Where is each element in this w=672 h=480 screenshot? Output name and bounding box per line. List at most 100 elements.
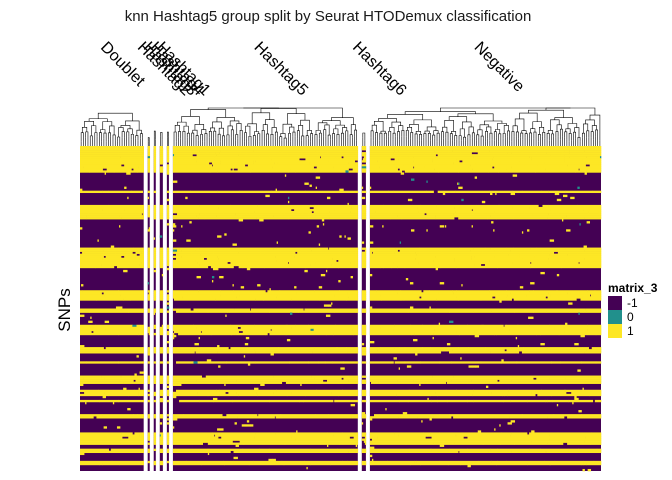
heatmap-cell-run bbox=[107, 211, 136, 214]
dendrogram-branch bbox=[350, 124, 356, 135]
heatmap-cell-run bbox=[265, 259, 277, 263]
heatmap-cell-run bbox=[586, 156, 601, 159]
heatmap-cell-run bbox=[166, 377, 170, 380]
heatmap-cell-run bbox=[262, 217, 289, 220]
heatmap-cell-run bbox=[361, 215, 366, 218]
heatmap-cell-run bbox=[208, 381, 245, 384]
heatmap-cell-run bbox=[387, 460, 415, 464]
heatmap-cell-run bbox=[467, 448, 491, 451]
heatmap-cell-run bbox=[125, 377, 132, 380]
heatmap-cell-run bbox=[495, 416, 510, 419]
heatmap-cell-run bbox=[153, 349, 157, 352]
heatmap-cell-run bbox=[288, 208, 292, 212]
heatmap-cell-run bbox=[486, 217, 497, 220]
heatmap-cell-run bbox=[317, 328, 353, 332]
heatmap-cell-run bbox=[523, 211, 559, 214]
heatmap-cell-run bbox=[485, 385, 489, 389]
heatmap-cell-run bbox=[337, 206, 352, 210]
heatmap-cell-run bbox=[147, 215, 151, 218]
heatmap-cell-run bbox=[302, 253, 341, 256]
heatmap-cell-run bbox=[444, 160, 457, 163]
heatmap-cell-run bbox=[369, 442, 407, 445]
heatmap-cell-run bbox=[511, 450, 523, 454]
heatmap-cell-run bbox=[159, 235, 163, 238]
heatmap-cell-run bbox=[120, 294, 144, 297]
heatmap-cell-run bbox=[534, 328, 556, 332]
heatmap-cell-run bbox=[183, 351, 190, 354]
heatmap-cell-run bbox=[348, 450, 359, 454]
heatmap-cell-run bbox=[410, 332, 415, 336]
heatmap-cell-run bbox=[172, 239, 177, 242]
heatmap-cell-run bbox=[595, 292, 602, 295]
heatmap-cell-run bbox=[436, 204, 478, 208]
heatmap-cell-run bbox=[290, 312, 293, 315]
heatmap-cell-run bbox=[131, 164, 144, 167]
heatmap-cell-run bbox=[511, 166, 541, 169]
heatmap-cell-run bbox=[467, 324, 483, 328]
heatmap-cell-run bbox=[147, 328, 151, 332]
heatmap-cell-run bbox=[576, 148, 602, 151]
heatmap-cell-run bbox=[183, 158, 204, 161]
heatmap-cell-run bbox=[471, 255, 475, 259]
heatmap-cell-run bbox=[166, 349, 170, 352]
dendrogram-branch bbox=[520, 132, 524, 140]
heatmap-cell-run bbox=[582, 468, 585, 472]
dendrogram-branch bbox=[301, 135, 305, 141]
heatmap-cell-run bbox=[172, 349, 175, 352]
heatmap-cell-run bbox=[147, 166, 151, 169]
dendrogram-branch bbox=[99, 132, 102, 142]
heatmap-cell-run bbox=[540, 166, 544, 169]
heatmap-cell-run bbox=[261, 215, 274, 218]
heatmap-cell-run bbox=[508, 389, 542, 393]
heatmap-cell-run bbox=[569, 150, 585, 153]
heatmap-cell-run bbox=[153, 247, 157, 250]
heatmap-cell-run bbox=[506, 247, 514, 250]
heatmap-cell-run bbox=[326, 432, 343, 435]
heatmap-cell-run bbox=[212, 164, 246, 167]
heatmap-cell-run bbox=[153, 377, 157, 380]
heatmap-cell-run bbox=[299, 263, 311, 267]
heatmap-cell-run bbox=[80, 294, 105, 297]
heatmap-cell-run bbox=[576, 450, 596, 454]
heatmap-cell-run bbox=[89, 310, 129, 313]
heatmap-cell-run bbox=[235, 456, 238, 460]
heatmap-cell-run bbox=[383, 265, 392, 269]
heatmap-cell-run bbox=[305, 190, 339, 194]
heatmap-cell-run bbox=[118, 306, 123, 309]
heatmap-cell-run bbox=[369, 379, 398, 382]
heatmap-cell-run bbox=[245, 208, 260, 212]
heatmap-cell-run bbox=[159, 154, 164, 157]
heatmap-cell-run bbox=[475, 158, 493, 161]
heatmap-cell-run bbox=[361, 263, 367, 267]
heatmap-cell-run bbox=[391, 265, 398, 269]
heatmap-cell-run bbox=[80, 259, 120, 263]
heatmap-cell-run bbox=[206, 208, 245, 212]
heatmap-cell-run bbox=[459, 206, 464, 210]
dendrogram-branch bbox=[265, 119, 275, 128]
heatmap-cell-run bbox=[80, 314, 85, 317]
heatmap-cell-run bbox=[361, 349, 367, 352]
heatmap-cell-run bbox=[507, 422, 512, 425]
heatmap-cell-run bbox=[166, 208, 170, 212]
dendrogram-branch bbox=[178, 131, 181, 139]
heatmap-cell-run bbox=[212, 397, 218, 401]
heatmap-cell-run bbox=[153, 324, 157, 328]
heatmap-cell-run bbox=[93, 168, 103, 171]
heatmap-cell-run bbox=[488, 349, 505, 352]
heatmap-cell-run bbox=[153, 255, 157, 259]
heatmap-cell-run bbox=[420, 204, 437, 208]
heatmap-cell-run bbox=[257, 393, 288, 397]
heatmap-cell-run bbox=[468, 166, 493, 169]
heatmap-cell-run bbox=[502, 328, 510, 332]
dendrogram-branch bbox=[305, 135, 309, 140]
heatmap-cell-run bbox=[153, 215, 157, 218]
heatmap-cell-run bbox=[204, 263, 236, 267]
heatmap-cell-run bbox=[277, 162, 280, 165]
heatmap-cell-run bbox=[101, 375, 112, 378]
heatmap-cell-run bbox=[120, 434, 133, 437]
heatmap-cell-run bbox=[172, 259, 189, 263]
heatmap-cell-run bbox=[80, 324, 96, 328]
heatmap-cell-run bbox=[514, 442, 548, 445]
heatmap-cell-run bbox=[111, 448, 144, 451]
heatmap-cell-run bbox=[598, 257, 601, 261]
